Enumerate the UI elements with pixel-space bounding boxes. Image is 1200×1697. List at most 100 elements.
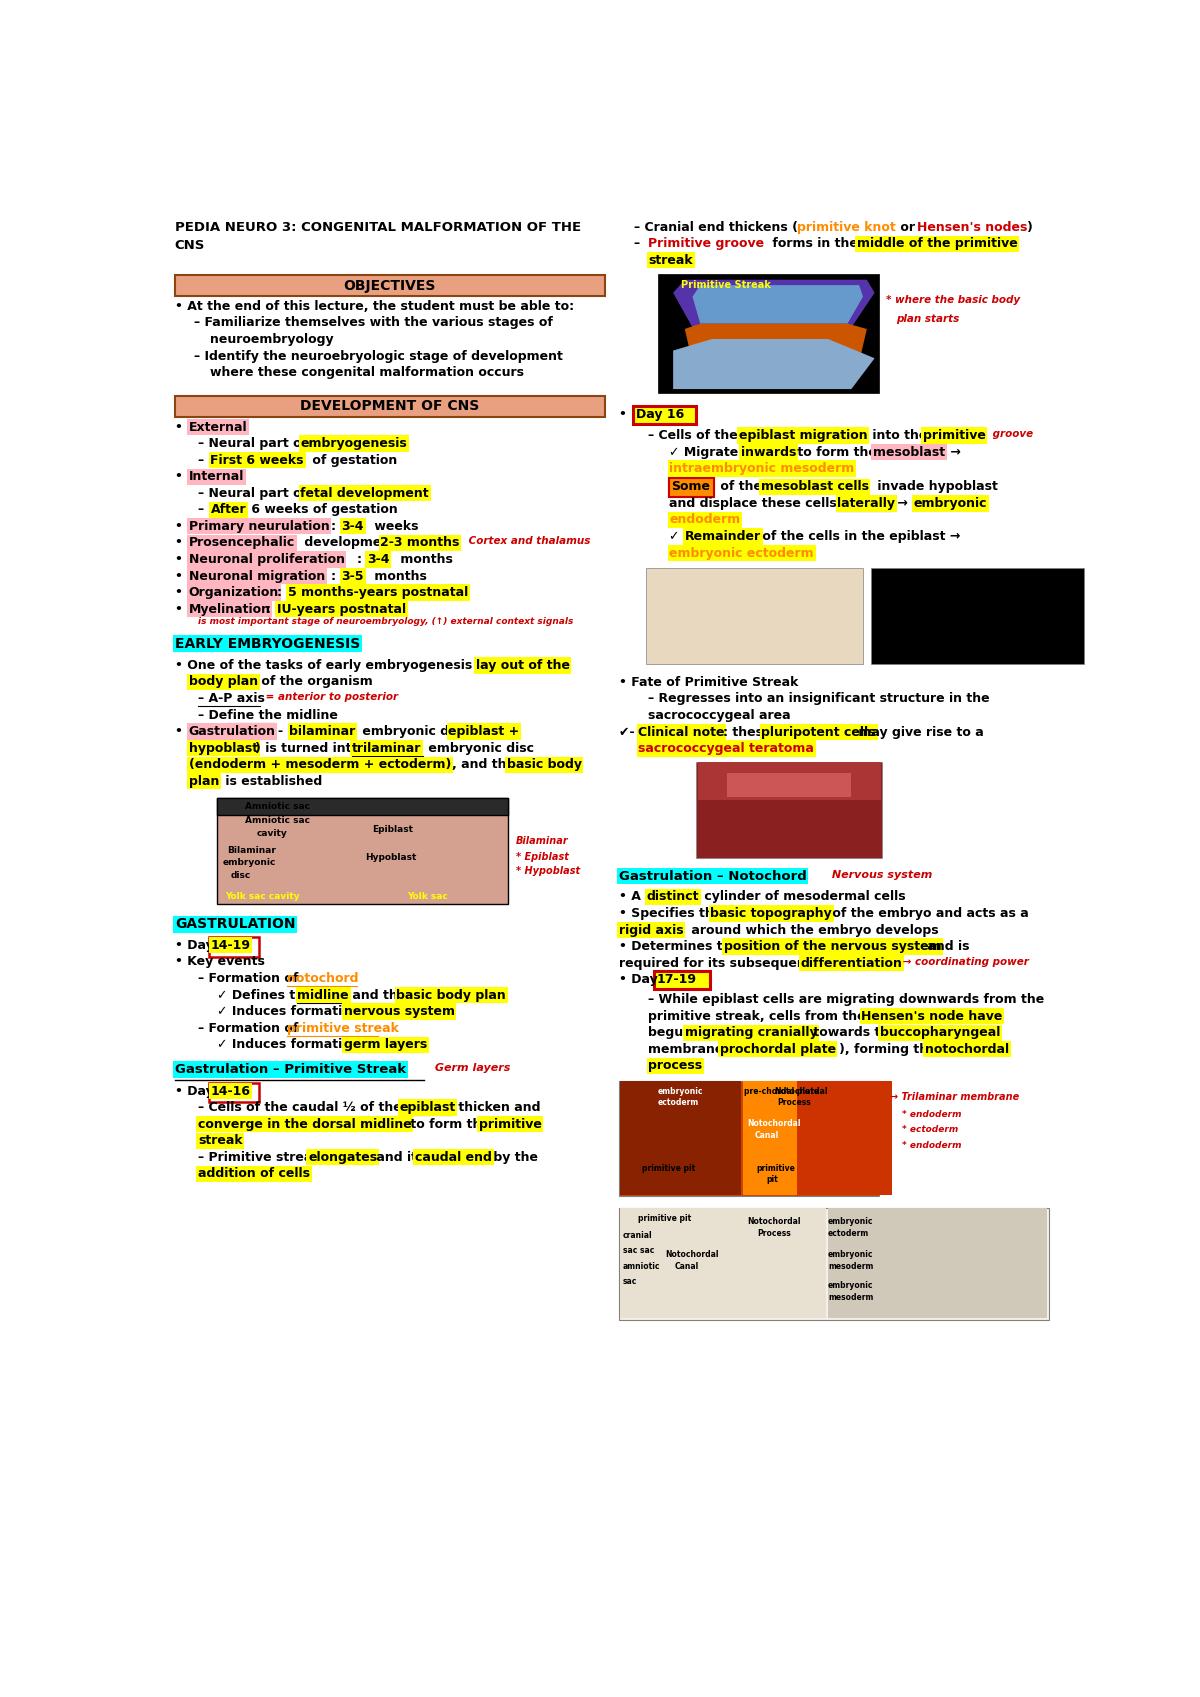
Text: Nervous system: Nervous system xyxy=(828,871,932,879)
Text: nervous system: nervous system xyxy=(343,1005,455,1018)
Text: –: – xyxy=(198,504,209,516)
Text: prochordal plate: prochordal plate xyxy=(720,1042,835,1056)
Text: ✓ Induces formation of: ✓ Induces formation of xyxy=(217,1039,383,1050)
Bar xyxy=(175,275,605,295)
Text: embryonic ectoderm: embryonic ectoderm xyxy=(670,546,814,560)
Text: EARLY EMBRYOGENESIS: EARLY EMBRYOGENESIS xyxy=(175,636,360,650)
Text: notochordal: notochordal xyxy=(925,1042,1009,1056)
Text: is established: is established xyxy=(221,776,323,787)
Text: embryonic: embryonic xyxy=(658,1088,703,1096)
Text: epiblast migration: epiblast migration xyxy=(739,429,868,441)
Text: 2-3 months: 2-3 months xyxy=(380,536,460,550)
Bar xyxy=(670,479,714,497)
Text: primitive: primitive xyxy=(479,1118,541,1130)
Text: * endoderm: * endoderm xyxy=(901,1110,961,1118)
Bar xyxy=(632,406,696,424)
Text: Notochordal: Notochordal xyxy=(746,1120,800,1129)
Text: Clinical note: Clinical note xyxy=(638,726,725,738)
Text: Yolk sac cavity: Yolk sac cavity xyxy=(226,893,300,901)
Bar xyxy=(654,971,709,989)
Text: invade hypoblast: invade hypoblast xyxy=(874,480,998,494)
Text: mesoblast cells: mesoblast cells xyxy=(761,480,869,494)
Bar xyxy=(646,568,863,664)
Text: • Determines the: • Determines the xyxy=(619,940,744,954)
Text: • Day: • Day xyxy=(175,1084,218,1098)
Text: • One of the tasks of early embryogenesis is to: • One of the tasks of early embryogenesi… xyxy=(175,658,511,672)
Text: = anterior to posterior: = anterior to posterior xyxy=(262,692,397,703)
Text: –: – xyxy=(635,238,644,249)
Text: streak: streak xyxy=(198,1134,242,1147)
Text: GASTRULATION: GASTRULATION xyxy=(175,918,295,932)
Text: mesoblast: mesoblast xyxy=(874,446,946,458)
Text: – Identify the neuroebryologic stage of development: – Identify the neuroebryologic stage of … xyxy=(194,350,563,363)
Text: forms in the: forms in the xyxy=(768,238,863,249)
Text: •: • xyxy=(175,519,187,533)
Text: primitive pit: primitive pit xyxy=(642,1164,695,1173)
Text: Gastrulation – Primitive Streak: Gastrulation – Primitive Streak xyxy=(175,1062,406,1076)
Text: begun: begun xyxy=(648,1027,697,1039)
Text: pluripotent cells: pluripotent cells xyxy=(762,726,876,738)
Bar xyxy=(696,762,882,859)
Text: •: • xyxy=(175,602,187,616)
Text: of the: of the xyxy=(715,480,766,494)
Text: caudal end: caudal end xyxy=(415,1151,492,1164)
Text: by the: by the xyxy=(488,1151,538,1164)
Text: →: → xyxy=(946,446,961,458)
Text: Notochordal: Notochordal xyxy=(665,1251,719,1259)
Bar xyxy=(658,273,878,394)
Text: required for its subsequent: required for its subsequent xyxy=(619,957,816,969)
Text: primitive pit: primitive pit xyxy=(638,1213,691,1224)
Text: Amniotic sac: Amniotic sac xyxy=(245,801,310,811)
Text: ✓: ✓ xyxy=(670,529,684,543)
Text: embryonic disc (: embryonic disc ( xyxy=(359,725,479,738)
Text: ), forming the: ), forming the xyxy=(839,1042,941,1056)
Text: • Specifies the: • Specifies the xyxy=(619,906,726,920)
Text: Primitive Streak: Primitive Streak xyxy=(680,280,770,290)
Text: Hypoblast: Hypoblast xyxy=(365,854,416,862)
Text: • A: • A xyxy=(619,891,646,903)
Text: pre-chordal plate: pre-chordal plate xyxy=(744,1088,820,1096)
Text: of gestation: of gestation xyxy=(308,453,397,467)
Text: •: • xyxy=(619,409,631,421)
Text: midline: midline xyxy=(298,988,349,1001)
Bar xyxy=(620,1208,826,1319)
Text: – Familiarize themselves with the various stages of: – Familiarize themselves with the variou… xyxy=(194,316,553,329)
Bar xyxy=(217,798,508,905)
Text: development:: development: xyxy=(300,536,406,550)
Text: :: : xyxy=(266,602,276,616)
Text: mesoderm: mesoderm xyxy=(828,1263,874,1271)
Text: or: or xyxy=(896,221,919,234)
Text: 5 months-years postnatal: 5 months-years postnatal xyxy=(288,585,468,599)
Text: :: : xyxy=(331,570,341,582)
Text: where these congenital malformation occurs: where these congenital malformation occu… xyxy=(210,367,523,378)
Text: germ layers: germ layers xyxy=(343,1039,427,1050)
Text: mesoderm: mesoderm xyxy=(828,1293,874,1302)
Text: embryonic: embryonic xyxy=(828,1217,874,1227)
Text: hypoblast: hypoblast xyxy=(188,742,258,755)
Text: ✔-: ✔- xyxy=(619,726,638,738)
Text: •: • xyxy=(175,585,187,599)
Text: ): ) xyxy=(1026,221,1032,234)
Text: Amniotic sac: Amniotic sac xyxy=(245,816,310,825)
Bar xyxy=(797,1081,893,1195)
Text: Remainder: Remainder xyxy=(685,529,761,543)
Text: Process: Process xyxy=(778,1098,811,1106)
Text: migrating cranially: migrating cranially xyxy=(685,1027,817,1039)
Text: lay out of the: lay out of the xyxy=(475,658,570,672)
Bar xyxy=(209,1083,259,1103)
Text: * where the basic body: * where the basic body xyxy=(887,295,1020,305)
Text: Epiblast: Epiblast xyxy=(372,825,414,833)
Text: Notochordal: Notochordal xyxy=(746,1217,800,1227)
Text: •: • xyxy=(175,570,187,582)
Text: Yolk sac: Yolk sac xyxy=(407,893,448,901)
Text: disc: disc xyxy=(230,871,251,881)
Text: – Primitive streak: – Primitive streak xyxy=(198,1151,325,1164)
Text: of the embryo and acts as a: of the embryo and acts as a xyxy=(828,906,1028,920)
Text: –: – xyxy=(198,453,209,467)
Text: IU-years postnatal: IU-years postnatal xyxy=(277,602,407,616)
Text: Day 16: Day 16 xyxy=(636,409,684,421)
Text: 3-4: 3-4 xyxy=(367,553,390,567)
Text: – A-P axis: – A-P axis xyxy=(198,692,265,704)
Text: cranial: cranial xyxy=(623,1230,653,1241)
Text: of the organism: of the organism xyxy=(257,675,373,689)
